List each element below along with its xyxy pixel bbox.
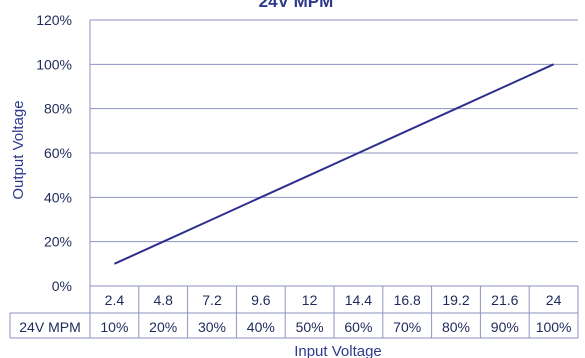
y-tick-label: 40%	[44, 189, 72, 205]
data-value-label: 90%	[491, 319, 519, 335]
x-category-label: 14.4	[345, 292, 372, 308]
legend-series-name: 24V MPM	[19, 319, 80, 335]
gridlines	[89, 19, 578, 286]
x-category-label: 21.6	[491, 292, 518, 308]
data-value-label: 10%	[100, 319, 128, 335]
data-value-label: 80%	[442, 319, 470, 335]
y-tick-label: 0%	[52, 278, 72, 294]
data-value-label: 30%	[198, 319, 226, 335]
data-value-label: 50%	[296, 319, 324, 335]
data-value-label: 60%	[344, 319, 372, 335]
data-value-label: 70%	[393, 319, 421, 335]
y-tick-label: 60%	[44, 145, 72, 161]
y-tick-label: 80%	[44, 101, 72, 117]
y-tick-label: 120%	[36, 12, 72, 28]
y-axis-label: Output Voltage	[10, 100, 27, 199]
x-category-label: 16.8	[394, 292, 421, 308]
x-category-label: 19.2	[442, 292, 469, 308]
x-axis-label: Input Voltage	[294, 343, 382, 358]
data-table: 2.4 4.8 7.2 9.6 12 14.4 16.8 19.2 21.6 24 24V MPM 1…	[9, 285, 579, 339]
x-category-label: 2.4	[105, 292, 125, 308]
y-tick-labels: 0% 20% 40% 60% 80% 100% 120%	[36, 12, 72, 294]
series-line	[113, 63, 555, 265]
x-category-label: 24	[546, 292, 562, 308]
y-tick-label: 20%	[44, 234, 72, 250]
x-category-label: 9.6	[251, 292, 271, 308]
x-category-label: 7.2	[202, 292, 222, 308]
chart-title: 24V MPM	[259, 0, 334, 11]
series-layer	[113, 63, 555, 265]
x-category-label: 12	[302, 292, 318, 308]
x-category-label: 4.8	[153, 292, 173, 308]
data-value-label: 20%	[149, 319, 177, 335]
data-value-label: 40%	[247, 319, 275, 335]
y-tick-label: 100%	[36, 56, 72, 72]
data-value-label: 100%	[536, 319, 572, 335]
